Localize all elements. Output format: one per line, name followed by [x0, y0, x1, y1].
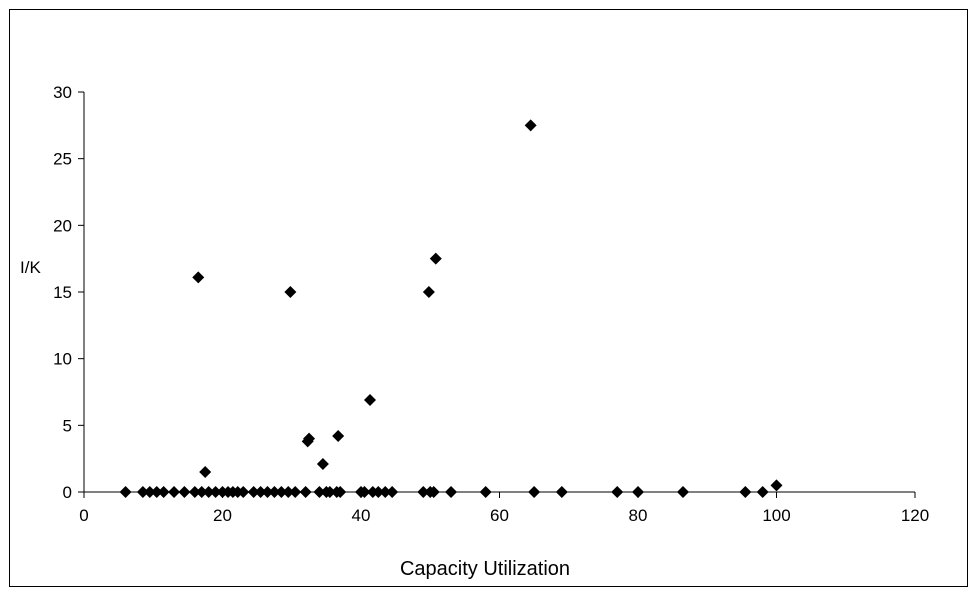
data-point — [299, 486, 312, 498]
data-point — [427, 486, 440, 498]
x-tick-label: 20 — [213, 506, 232, 525]
data-point — [323, 486, 336, 498]
data-point — [417, 486, 430, 498]
data-point — [479, 486, 492, 498]
data-point — [119, 486, 132, 498]
data-point — [358, 486, 371, 498]
data-point — [289, 486, 302, 498]
x-tick-label: 120 — [901, 506, 929, 525]
data-point — [524, 119, 537, 132]
y-axis-title: I/K — [20, 258, 41, 277]
data-point — [247, 486, 260, 498]
data-point — [364, 394, 377, 406]
data-point — [372, 486, 385, 498]
data-point — [199, 466, 212, 478]
x-tick-label: 100 — [762, 506, 790, 525]
data-point — [157, 486, 170, 498]
data-point — [254, 486, 267, 498]
data-point — [275, 486, 288, 498]
data-point — [178, 486, 191, 498]
data-point — [143, 486, 156, 498]
data-point — [192, 271, 205, 284]
data-point — [429, 252, 442, 265]
data-point — [313, 486, 326, 498]
chart-axes: 0 20 40 60 80 100 120 0 5 10 15 20 25 30 — [53, 83, 929, 525]
y-ticks: 0 5 10 15 20 25 30 — [53, 83, 84, 502]
data-point — [282, 486, 295, 498]
data-point — [303, 432, 316, 445]
x-axis-title: Capacity Utilization — [400, 558, 570, 580]
data-point — [528, 486, 541, 498]
y-tick-label: 25 — [53, 150, 72, 169]
data-point — [739, 486, 752, 498]
y-tick-label: 10 — [53, 350, 72, 369]
data-point — [555, 486, 568, 498]
data-point — [386, 486, 399, 498]
data-point — [195, 486, 208, 498]
x-ticks: 0 20 40 60 80 100 120 — [79, 492, 929, 525]
y-tick-label: 5 — [63, 416, 72, 435]
data-point — [284, 286, 297, 298]
data-point — [422, 286, 435, 298]
x-tick-label: 60 — [490, 506, 509, 525]
data-point — [611, 486, 624, 498]
data-point — [632, 486, 644, 498]
x-tick-label: 0 — [79, 506, 88, 525]
data-point — [756, 486, 769, 498]
y-tick-label: 15 — [53, 283, 72, 302]
chart-frame: 0 20 40 60 80 100 120 0 5 10 15 20 25 30 Capacity Ut… — [9, 9, 968, 587]
data-point — [209, 486, 222, 498]
data-points — [119, 119, 783, 498]
data-point — [332, 430, 345, 442]
y-tick-label: 0 — [63, 483, 72, 502]
data-point — [168, 486, 181, 498]
data-point — [150, 486, 163, 498]
data-point — [268, 486, 281, 498]
data-point — [445, 486, 458, 498]
y-tick-label: 30 — [53, 83, 72, 102]
x-tick-label: 80 — [629, 506, 648, 525]
data-point — [770, 479, 783, 492]
data-point — [677, 486, 690, 498]
data-point — [136, 486, 149, 498]
scatter-chart: 0 20 40 60 80 100 120 0 5 10 15 20 25 30 Capacity Ut… — [20, 83, 929, 580]
x-tick-label: 40 — [352, 506, 371, 525]
data-point — [379, 486, 392, 498]
data-point — [237, 486, 250, 498]
data-point — [202, 486, 215, 498]
y-tick-label: 20 — [53, 216, 72, 235]
data-point — [261, 486, 274, 498]
data-point — [316, 458, 329, 470]
data-point — [334, 486, 347, 498]
data-point — [188, 486, 201, 498]
